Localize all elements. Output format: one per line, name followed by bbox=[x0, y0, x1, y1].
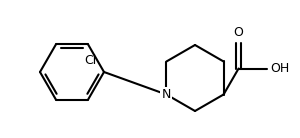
Text: Cl: Cl bbox=[84, 54, 96, 67]
Text: N: N bbox=[162, 88, 171, 101]
Text: O: O bbox=[234, 26, 244, 39]
Text: OH: OH bbox=[271, 62, 290, 75]
